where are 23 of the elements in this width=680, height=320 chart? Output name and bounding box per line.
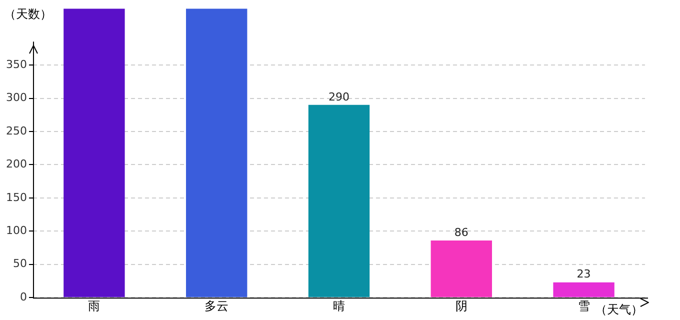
y-tick-label: 350 bbox=[6, 58, 27, 71]
y-tick-label: 200 bbox=[6, 158, 27, 171]
x-tick-label: 雨 bbox=[88, 298, 100, 313]
bar bbox=[186, 8, 248, 298]
y-axis-title: （天数） bbox=[4, 7, 52, 22]
data-label: 23 bbox=[576, 268, 591, 281]
data-label: 290 bbox=[328, 90, 350, 104]
data-label: 86 bbox=[454, 226, 468, 239]
x-tick-label: 雪 bbox=[578, 298, 590, 313]
y-tick-label: 50 bbox=[12, 257, 27, 270]
y-tick-label: 300 bbox=[6, 91, 27, 104]
bar bbox=[308, 104, 370, 298]
x-axis-title: （天气） bbox=[595, 302, 643, 317]
bar bbox=[553, 282, 614, 298]
bar bbox=[430, 240, 492, 298]
y-tick-label: 100 bbox=[6, 224, 27, 238]
x-tick-label: 阴 bbox=[455, 298, 468, 313]
x-tick-label: 多云 bbox=[204, 298, 229, 313]
y-tick-label: 0 bbox=[20, 290, 27, 304]
x-tick-label: 晴 bbox=[333, 298, 345, 313]
y-tick-label: 250 bbox=[6, 124, 27, 138]
y-tick-label: 150 bbox=[6, 190, 27, 204]
bar bbox=[64, 8, 125, 298]
